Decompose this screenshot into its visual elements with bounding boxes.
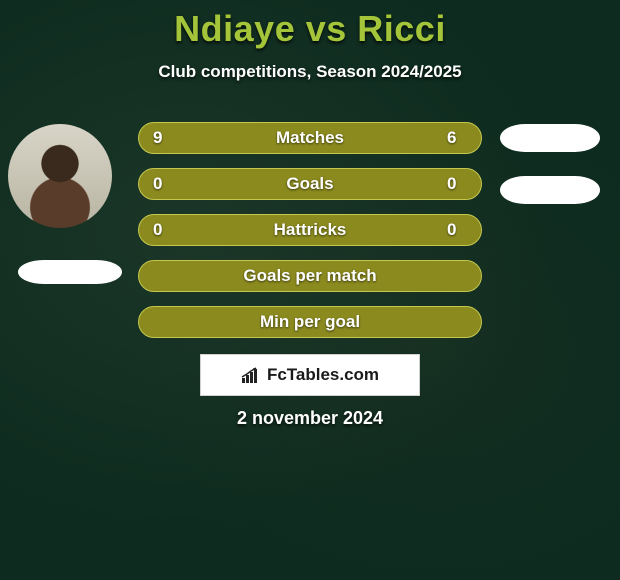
source-logo: FcTables.com [200,354,420,396]
stat-row: Goals per match [138,260,482,292]
player-right-name-pill [500,176,600,204]
stat-label: Matches [139,128,481,148]
logo-text: FcTables.com [241,365,379,385]
comparison-date: 2 november 2024 [0,408,620,429]
player-right-avatar-pill [500,124,600,152]
stat-right-value: 0 [447,220,467,240]
stat-row: 0 Hattricks 0 [138,214,482,246]
stat-label: Goals per match [139,266,481,286]
comparison-title: Ndiaye vs Ricci [0,0,620,50]
stat-row: 0 Goals 0 [138,168,482,200]
stat-row: Min per goal [138,306,482,338]
comparison-subtitle: Club competitions, Season 2024/2025 [0,62,620,82]
stat-right-value: 0 [447,174,467,194]
stat-label: Goals [139,174,481,194]
stat-left-value: 0 [153,220,173,240]
bar-chart-rising-icon [241,366,263,384]
stat-label: Min per goal [139,312,481,332]
player-left-name-pill [18,260,122,284]
stat-label: Hattricks [139,220,481,240]
stat-left-value: 0 [153,174,173,194]
stat-right-value: 6 [447,128,467,148]
logo-label: FcTables.com [267,365,379,385]
player-left-avatar [8,124,112,228]
stat-left-value: 9 [153,128,173,148]
stats-rows: 9 Matches 6 0 Goals 0 0 Hattricks 0 Goal… [138,122,482,352]
stat-row: 9 Matches 6 [138,122,482,154]
